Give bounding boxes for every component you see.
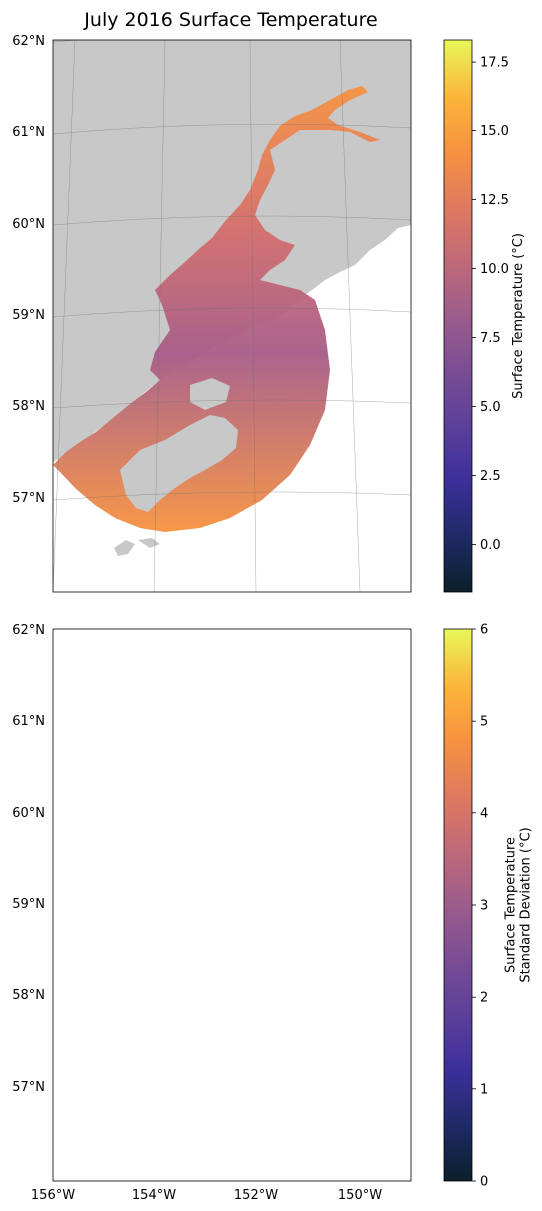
- colorbar-tick-label: 17.5: [480, 56, 509, 71]
- lon-label-1: 154°W: [132, 1188, 176, 1203]
- land-southwest-islands: [114, 538, 160, 556]
- colorbar-tick-label: 0: [480, 1175, 488, 1190]
- colorbar-tick-label: 6: [480, 623, 488, 638]
- colorbar-tick-label: 12.5: [480, 193, 509, 208]
- colorbar-mean: 17.5 15.0 12.5 10.0 7.5 5.0 2.5 0.0 Surface Temp…: [443, 39, 526, 593]
- lat-labels-bottom: 62°N 61°N 60°N 59°N 58°N 57°N: [12, 623, 45, 1095]
- lat-label-top-3: 59°N: [12, 308, 45, 323]
- colorbar-tick-label: 7.5: [480, 331, 501, 346]
- map-panel-std: [52, 628, 412, 1182]
- colorbar-tick-label: 5: [480, 715, 488, 730]
- lon-label-2: 152°W: [234, 1188, 278, 1203]
- lat-label-bottom-3: 59°N: [12, 897, 45, 912]
- figure-title: July 2016 Surface Temperature: [83, 9, 377, 31]
- colorbar-tick-label: 3: [480, 899, 488, 914]
- lon-label-3: 150°W: [338, 1188, 382, 1203]
- colorbar-tick-label: 0.0: [480, 538, 501, 553]
- lat-label-bottom-1: 61°N: [12, 714, 45, 729]
- lon-label-0: 156°W: [31, 1188, 75, 1203]
- lat-label-top-0: 62°N: [12, 34, 45, 49]
- colorbar-tick-label: 2: [480, 991, 488, 1006]
- colorbar-gradient: [443, 628, 473, 1182]
- temperature-field: [53, 86, 380, 532]
- lon-labels: 156°W 154°W 152°W 150°W: [31, 1188, 382, 1203]
- colorbar-tick-label: 4: [480, 806, 488, 821]
- lat-label-top-5: 57°N: [12, 491, 45, 506]
- colorbar-label: Standard Deviation (°C): [519, 827, 534, 982]
- lat-label-top-1: 61°N: [12, 125, 45, 140]
- lat-label-bottom-4: 58°N: [12, 988, 45, 1003]
- lat-label-top-4: 58°N: [12, 399, 45, 414]
- colorbar-tick-label: 5.0: [480, 400, 501, 415]
- lat-labels-top: 62°N 61°N 60°N 59°N 58°N 57°N: [12, 34, 45, 506]
- colorbar-std: 6 5 4 3 2 1 0 Surface Temperature Standard Devia…: [443, 623, 534, 1190]
- colorbar-tick-label: 10.0: [480, 262, 509, 277]
- colorbar-tick-label: 2.5: [480, 469, 501, 484]
- map-panel-mean: [52, 39, 412, 593]
- colorbar-label: Surface Temperature: [504, 837, 519, 973]
- lat-label-bottom-0: 62°N: [12, 623, 45, 638]
- colorbar-gradient: [443, 39, 473, 593]
- lat-label-top-2: 60°N: [12, 217, 45, 232]
- colorbar-label: Surface Temperature (°C): [511, 233, 526, 399]
- colorbar-tick-label: 1: [480, 1082, 488, 1097]
- colorbar-tick-label: 15.0: [480, 124, 509, 139]
- graticule: [53, 40, 411, 592]
- lat-label-bottom-5: 57°N: [12, 1080, 45, 1095]
- lat-label-bottom-2: 60°N: [12, 806, 45, 821]
